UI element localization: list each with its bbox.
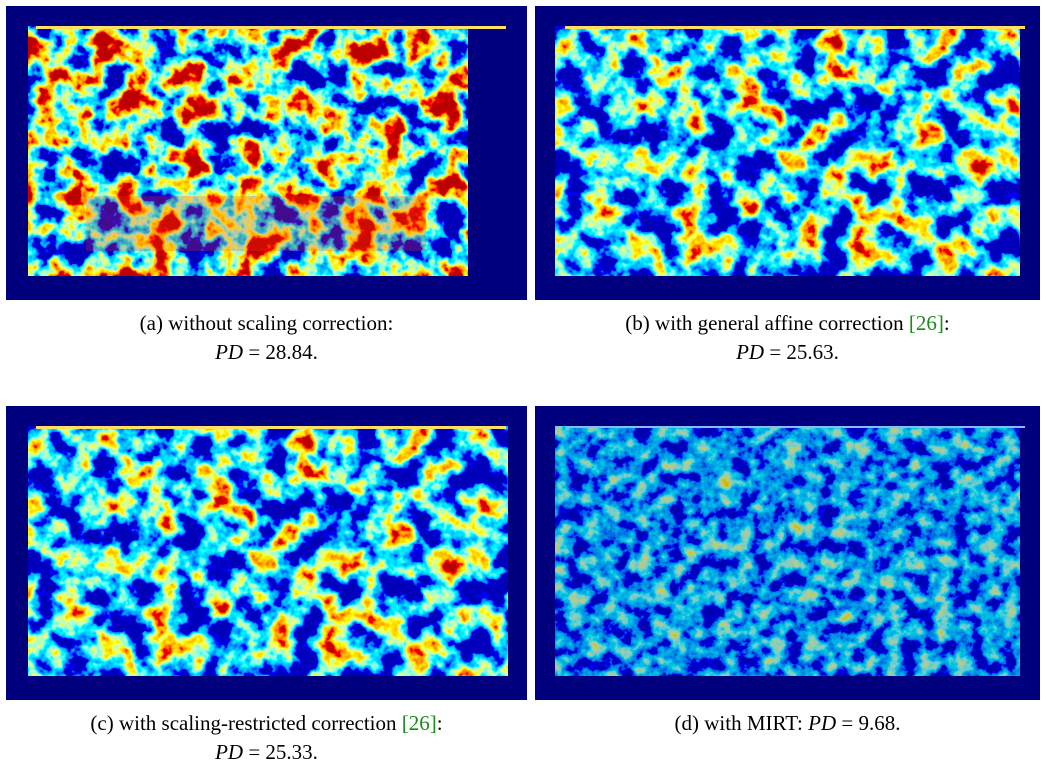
math-symbol: PD xyxy=(215,740,244,764)
heatmap-image xyxy=(6,6,527,300)
heatmap-image xyxy=(6,406,527,700)
caption-text: : xyxy=(436,711,443,735)
caption-text: = 9.68. xyxy=(836,711,901,735)
caption-line: PD = 25.63. xyxy=(535,338,1040,367)
caption: (d) with MIRT: PD = 9.68. xyxy=(535,709,1040,738)
caption-text: (c) with scaling-restricted correction xyxy=(90,711,402,735)
caption-text: : xyxy=(943,311,950,335)
caption-text: = 28.84. xyxy=(243,340,318,364)
caption-line: PD = 28.84. xyxy=(6,338,527,367)
math-symbol: PD xyxy=(808,711,837,735)
caption-line: (d) with MIRT: PD = 9.68. xyxy=(535,709,1040,738)
citation[interactable]: [26] xyxy=(908,311,944,335)
heatmap-image xyxy=(535,6,1040,300)
caption: (b) with general affine correction [26]:… xyxy=(535,309,1040,367)
caption-text: (a) without scaling correction: xyxy=(139,311,394,335)
caption: (a) without scaling correction: PD = 28.8… xyxy=(6,309,527,367)
heatmap-image xyxy=(535,406,1040,700)
caption-line: (b) with general affine correction [26]: xyxy=(535,309,1040,338)
caption-text: (b) with general affine correction xyxy=(625,311,909,335)
caption-text: (d) with MIRT: xyxy=(674,711,809,735)
caption-line: (c) with scaling-restricted correction [… xyxy=(6,709,527,738)
math-symbol: PD xyxy=(736,340,765,364)
citation[interactable]: [26] xyxy=(401,711,437,735)
caption-line: PD = 25.33. xyxy=(6,738,527,767)
caption: (c) with scaling-restricted correction [… xyxy=(6,709,527,767)
math-symbol: PD xyxy=(215,340,244,364)
caption-line: (a) without scaling correction: xyxy=(6,309,527,338)
caption-text: = 25.63. xyxy=(764,340,839,364)
caption-text: = 25.33. xyxy=(243,740,318,764)
